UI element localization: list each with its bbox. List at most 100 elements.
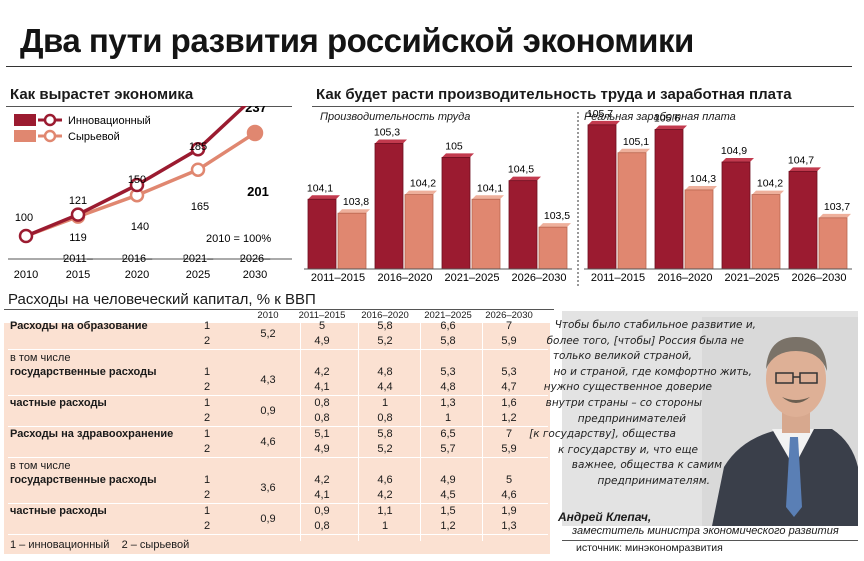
bar-value-label: 103,7 [824,201,850,213]
portrait-photo [702,317,858,526]
table-scenario-label: 2 [204,443,211,455]
table-cell: 5,9 [501,335,517,347]
bar-value-label: 103,5 [544,210,570,222]
table-base-value: 0,9 [260,513,276,525]
table-cell: 7 [505,428,513,440]
legend-label-innovative: Инновационный [68,115,151,127]
human-capital-table: 2010 2011–2015 2016–2020 2021–2025 2026–2030… [4,310,550,554]
table-cell: 5,9 [501,443,517,455]
table-row-label: Расходы на здравоохранение [10,428,174,440]
quote-line: только великой страной, [552,350,692,363]
table-base-value: 4,6 [260,436,276,448]
table-column-header: 2021–2025 [424,310,472,321]
bar-productivity-innovative [374,143,404,270]
table-cell: 4,9 [314,443,330,455]
bar-value-label: 104,5 [508,164,534,176]
table-cell: 0,8 [377,412,393,424]
table-cell: 1 [381,520,389,532]
legend-swatch-raw [14,130,36,142]
table-cell: 4,2 [314,366,330,378]
data-label: 150 [128,174,146,186]
bar-value-label: 104,7 [788,154,814,166]
table-scenario-label: 2 [204,520,211,532]
quote-line: предпринимателям. [597,475,710,487]
quote-line: к государству и, что еще [558,443,698,456]
bar-top [618,148,650,153]
bar-productivity-innovative [307,198,337,270]
bar-top [472,195,504,200]
table-cell: 1,6 [501,397,517,409]
table-column-header: 2011–2015 [298,310,346,321]
legend-marker-innovative [43,113,57,127]
x-tick-label: 2025 [186,269,210,281]
table-row-divider [8,395,548,396]
table-cell: 0,8 [314,412,330,424]
table-cell: 5,8 [377,428,393,440]
data-point [129,177,145,193]
quote-line: внутри страны – со стороны [545,397,702,409]
bar-category-label: 2011–2015 [591,272,645,284]
table-cell: 6,6 [440,320,456,332]
bar-salary-innovative [721,161,751,270]
table-scenario-label: 1 [204,320,211,332]
table-cell: 7 [505,320,513,332]
table-base-value: 4,3 [260,374,276,386]
table-cell: 4,8 [440,381,456,393]
productivity-chart-title: Как будет расти производительность труда… [316,86,792,103]
growth-line-chart: Инновационный Сырьевой 2010 2011– 2015 2016… [8,106,292,281]
table-cell: 4,6 [501,489,517,501]
table-cell: 4,9 [440,474,456,486]
table-column-separator [420,323,421,541]
table-section-label: в том числе [10,352,71,364]
table-column-separator [358,323,359,541]
table-cell: 4,9 [314,335,330,347]
bar-productivity-raw [471,198,501,270]
x-tick-label: 2010 [14,269,38,281]
table-scenario-label: 2 [204,335,211,347]
bar-salary-raw [684,189,714,270]
table-scenario-label: 2 [204,489,211,501]
table-cell: 5,1 [314,428,330,440]
data-point [190,162,206,177]
bar-category-label: 2011–2015 [311,272,365,284]
quote-line: нужно существенное доверие [543,381,712,394]
table-row-label: государственные расходы [10,474,157,486]
quote-line: [к государству], общества [529,428,676,441]
bar-salary-innovative [587,124,617,270]
table-column-header: 2010 [257,310,279,321]
quote-panel: Чтобы было стабильное развитие и, более т… [529,311,858,526]
table-column-separator [482,323,483,541]
data-label: 185 [189,141,207,153]
bar-top [722,158,754,163]
growth-chart-title: Как вырастет экономика [10,86,194,103]
bar-productivity-innovative [508,180,538,270]
bar-category-label: 2021–2025 [724,272,779,284]
table-scenario-label: 1 [204,474,211,486]
quote-rule [562,540,858,541]
table-header-row [4,311,550,323]
bar-top [308,195,340,200]
table-cell: 5,7 [440,443,456,455]
data-label: 140 [131,221,149,233]
table-row-label: частные расходы [10,505,107,517]
quote-line: Чтобы было стабильное развитие и, [554,319,756,331]
bar-productivity-raw [538,226,568,270]
legend-label-raw: Сырьевой [68,131,120,143]
table-column-separator [300,323,301,541]
productivity-right-label: Реальная заработная плата [584,111,736,123]
bar-value-label: 104,9 [721,145,747,157]
table-cell: 1,9 [501,505,517,517]
data-point [70,207,86,222]
table-row-divider [8,426,548,427]
table-row-divider [8,457,548,458]
bar-top [655,125,687,130]
table-title-rule [4,309,554,310]
table-scenario-label: 2 [204,412,211,424]
data-label: 100 [15,212,33,224]
table-cell: 0,8 [314,520,330,532]
bar-top [819,213,851,218]
table-cell: 5,2 [377,443,393,455]
bar-value-label: 105,1 [623,136,649,148]
bar-value-label: 103,8 [343,196,369,208]
quote-line: но и страной, где комфортно жить, [553,365,752,378]
